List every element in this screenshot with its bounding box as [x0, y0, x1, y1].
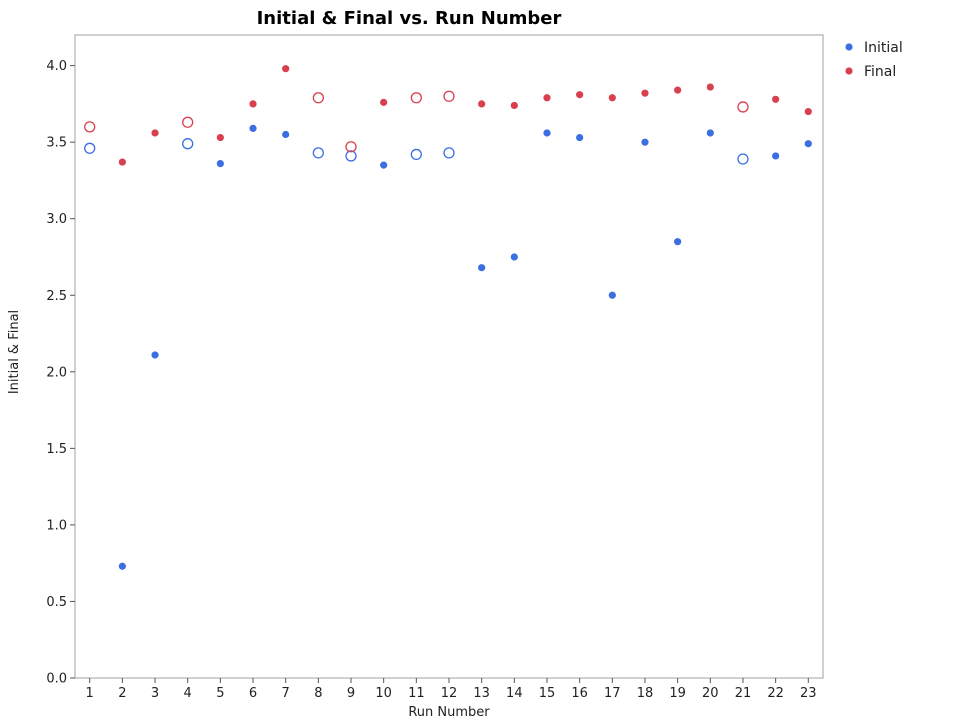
x-tick-label: 6 — [249, 686, 257, 701]
final-point — [510, 101, 518, 110]
x-axis-label: Run Number — [408, 705, 490, 720]
initial-point — [641, 138, 649, 146]
x-tick-label: 5 — [216, 686, 224, 701]
y-axis: 0.0 0.5 1.0 1.5 2.0 2.5 3.0 3.5 4.0 — [46, 59, 75, 687]
final-point — [345, 141, 357, 153]
data-points — [84, 65, 812, 570]
y-tick-label: 3.5 — [46, 136, 67, 151]
final-point — [380, 98, 388, 106]
x-tick-label: 8 — [314, 686, 322, 701]
initial-point — [804, 140, 812, 148]
legend-label-final: Final — [864, 64, 896, 80]
final-point — [706, 83, 714, 91]
x-tick-label: 15 — [539, 686, 556, 701]
initial-point — [345, 150, 357, 162]
x-tick-label: 1 — [86, 686, 94, 701]
x-tick-label: 12 — [441, 686, 458, 701]
initial-point — [249, 124, 257, 132]
initial-point — [674, 238, 682, 246]
y-tick-label: 4.0 — [46, 59, 67, 74]
final-point — [443, 90, 455, 102]
initial-point — [576, 133, 584, 142]
initial-point — [737, 153, 749, 165]
x-tick-label: 19 — [669, 686, 686, 701]
x-tick-label: 21 — [735, 686, 752, 701]
final-point — [410, 92, 422, 104]
initial-point — [478, 264, 486, 272]
x-tick-label: 16 — [571, 686, 588, 701]
x-tick-label: 18 — [637, 686, 654, 701]
initial-point — [608, 291, 616, 299]
final-point — [543, 94, 551, 102]
final-point — [608, 94, 616, 102]
y-axis-label: Initial & Final — [7, 310, 22, 394]
initial-point — [380, 161, 388, 169]
x-tick-label: 20 — [702, 686, 719, 701]
final-point — [182, 116, 194, 128]
x-tick-label: 10 — [375, 686, 392, 701]
legend: Initial Final — [845, 40, 903, 80]
initial-point — [151, 351, 159, 359]
x-tick-label: 2 — [118, 686, 126, 701]
x-tick-label: 13 — [473, 686, 490, 701]
y-tick-label: 2.0 — [46, 365, 67, 380]
x-tick-label: 3 — [151, 686, 159, 701]
final-point — [804, 107, 812, 116]
initial-point — [410, 148, 422, 161]
x-tick-label: 22 — [767, 686, 784, 701]
final-point — [249, 100, 257, 108]
final-point — [151, 129, 159, 137]
final-point — [478, 100, 486, 108]
initial-point — [182, 138, 194, 150]
x-tick-label: 14 — [506, 686, 523, 701]
legend-marker-initial — [845, 43, 853, 51]
legend-marker-final — [845, 67, 853, 75]
final-point — [216, 133, 224, 142]
final-point — [84, 121, 96, 133]
initial-point — [118, 562, 126, 570]
x-tick-label: 11 — [408, 686, 425, 701]
initial-point — [543, 129, 551, 137]
final-point — [641, 89, 649, 97]
y-tick-label: 2.5 — [46, 289, 67, 304]
final-point — [282, 65, 290, 73]
x-tick-label: 7 — [282, 686, 290, 701]
x-axis: 1 2 3 4 5 6 7 8 9 10 11 12 13 14 15 16 17 18 19 20 21 22 23 — [86, 678, 817, 701]
y-tick-label: 0.0 — [46, 672, 67, 687]
y-tick-label: 3.0 — [46, 212, 67, 227]
final-point — [312, 92, 324, 104]
initial-point — [772, 152, 780, 160]
final-point — [674, 86, 682, 94]
initial-point — [510, 253, 518, 261]
initial-point — [443, 147, 455, 159]
final-point — [772, 95, 780, 103]
x-tick-label: 9 — [347, 686, 355, 701]
x-tick-label: 4 — [184, 686, 192, 701]
y-tick-label: 0.5 — [46, 595, 67, 610]
chart-title: Initial & Final vs. Run Number — [257, 8, 562, 29]
y-tick-label: 1.0 — [46, 518, 67, 533]
x-tick-label: 17 — [604, 686, 621, 701]
final-point — [118, 158, 126, 166]
final-point — [737, 101, 749, 113]
x-tick-label: 23 — [800, 686, 817, 701]
legend-label-initial: Initial — [864, 40, 903, 56]
initial-point — [706, 129, 714, 137]
initial-point — [282, 130, 290, 139]
final-point — [576, 91, 584, 99]
initial-point — [84, 142, 96, 154]
y-tick-label: 1.5 — [46, 442, 67, 457]
initial-point — [312, 147, 324, 159]
initial-point — [216, 160, 224, 168]
